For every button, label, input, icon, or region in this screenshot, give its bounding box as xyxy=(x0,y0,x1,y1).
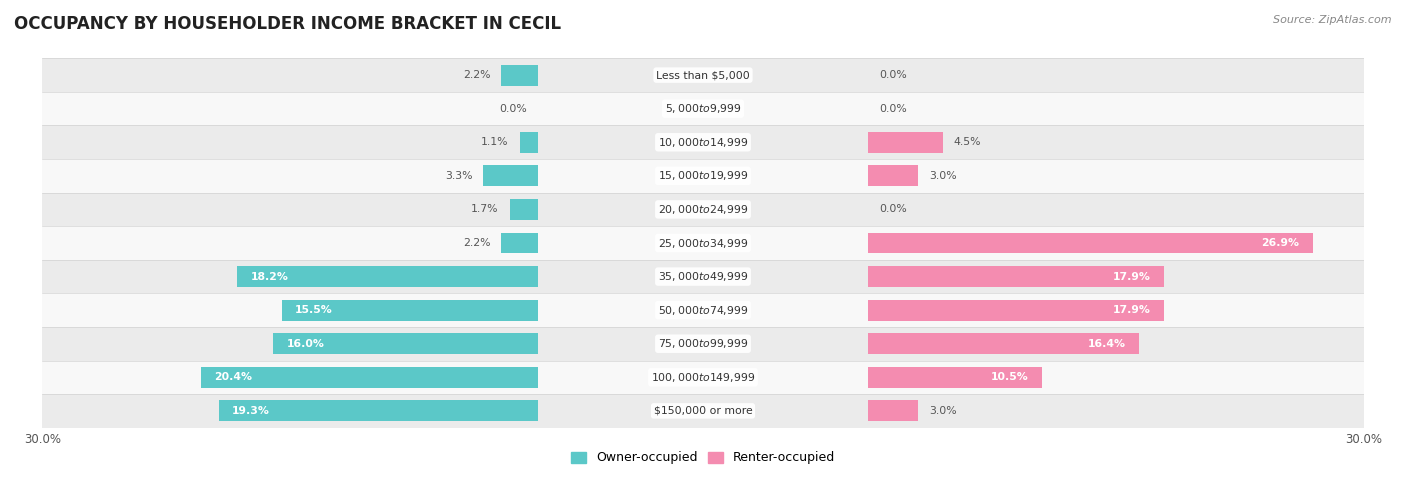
Bar xyxy=(868,400,918,421)
Bar xyxy=(42,260,1364,294)
Bar xyxy=(868,333,1139,354)
Bar xyxy=(219,400,537,421)
Bar xyxy=(42,394,1364,428)
Text: $35,000 to $49,999: $35,000 to $49,999 xyxy=(658,270,748,283)
Text: 4.5%: 4.5% xyxy=(953,137,981,147)
Bar xyxy=(42,192,1364,226)
Text: $20,000 to $24,999: $20,000 to $24,999 xyxy=(658,203,748,216)
Bar xyxy=(281,300,537,321)
Bar xyxy=(868,132,942,153)
Text: $25,000 to $34,999: $25,000 to $34,999 xyxy=(658,237,748,249)
Bar xyxy=(238,266,537,287)
Text: $5,000 to $9,999: $5,000 to $9,999 xyxy=(665,102,741,115)
Bar xyxy=(42,58,1364,92)
Text: 26.9%: 26.9% xyxy=(1261,238,1299,248)
Text: Source: ZipAtlas.com: Source: ZipAtlas.com xyxy=(1274,15,1392,25)
Text: Less than $5,000: Less than $5,000 xyxy=(657,70,749,80)
Text: 2.2%: 2.2% xyxy=(463,70,491,80)
Bar xyxy=(42,361,1364,394)
Text: $10,000 to $14,999: $10,000 to $14,999 xyxy=(658,136,748,149)
Bar xyxy=(42,125,1364,159)
Text: 16.0%: 16.0% xyxy=(287,339,325,349)
Bar xyxy=(42,226,1364,260)
Text: $15,000 to $19,999: $15,000 to $19,999 xyxy=(658,169,748,182)
Bar xyxy=(868,165,918,186)
Text: 0.0%: 0.0% xyxy=(879,205,907,214)
Text: 1.7%: 1.7% xyxy=(471,205,499,214)
Text: 3.0%: 3.0% xyxy=(929,171,956,181)
Bar xyxy=(201,367,537,388)
Text: 16.4%: 16.4% xyxy=(1088,339,1126,349)
Text: OCCUPANCY BY HOUSEHOLDER INCOME BRACKET IN CECIL: OCCUPANCY BY HOUSEHOLDER INCOME BRACKET … xyxy=(14,15,561,33)
Text: 20.4%: 20.4% xyxy=(214,372,252,382)
Text: $50,000 to $74,999: $50,000 to $74,999 xyxy=(658,304,748,317)
Bar xyxy=(868,300,1164,321)
Text: 17.9%: 17.9% xyxy=(1112,272,1150,281)
Text: $150,000 or more: $150,000 or more xyxy=(654,406,752,416)
Text: 17.9%: 17.9% xyxy=(1112,305,1150,315)
Text: 3.3%: 3.3% xyxy=(444,171,472,181)
Bar xyxy=(42,294,1364,327)
Text: 15.5%: 15.5% xyxy=(295,305,333,315)
Legend: Owner-occupied, Renter-occupied: Owner-occupied, Renter-occupied xyxy=(567,447,839,469)
Bar xyxy=(502,233,537,253)
Bar xyxy=(42,92,1364,125)
Bar xyxy=(42,327,1364,361)
Bar xyxy=(484,165,537,186)
Bar xyxy=(273,333,537,354)
Text: 3.0%: 3.0% xyxy=(929,406,956,416)
Text: $75,000 to $99,999: $75,000 to $99,999 xyxy=(658,337,748,350)
Bar xyxy=(868,367,1042,388)
Bar xyxy=(868,233,1313,253)
Text: 0.0%: 0.0% xyxy=(499,104,527,114)
Bar xyxy=(502,65,537,86)
Text: 2.2%: 2.2% xyxy=(463,238,491,248)
Text: 19.3%: 19.3% xyxy=(232,406,270,416)
Bar xyxy=(520,132,537,153)
Text: 10.5%: 10.5% xyxy=(991,372,1028,382)
Text: $100,000 to $149,999: $100,000 to $149,999 xyxy=(651,371,755,384)
Bar xyxy=(510,199,537,220)
Bar xyxy=(868,266,1164,287)
Text: 0.0%: 0.0% xyxy=(879,104,907,114)
Text: 1.1%: 1.1% xyxy=(481,137,509,147)
Bar xyxy=(42,159,1364,192)
Text: 0.0%: 0.0% xyxy=(879,70,907,80)
Text: 18.2%: 18.2% xyxy=(250,272,288,281)
